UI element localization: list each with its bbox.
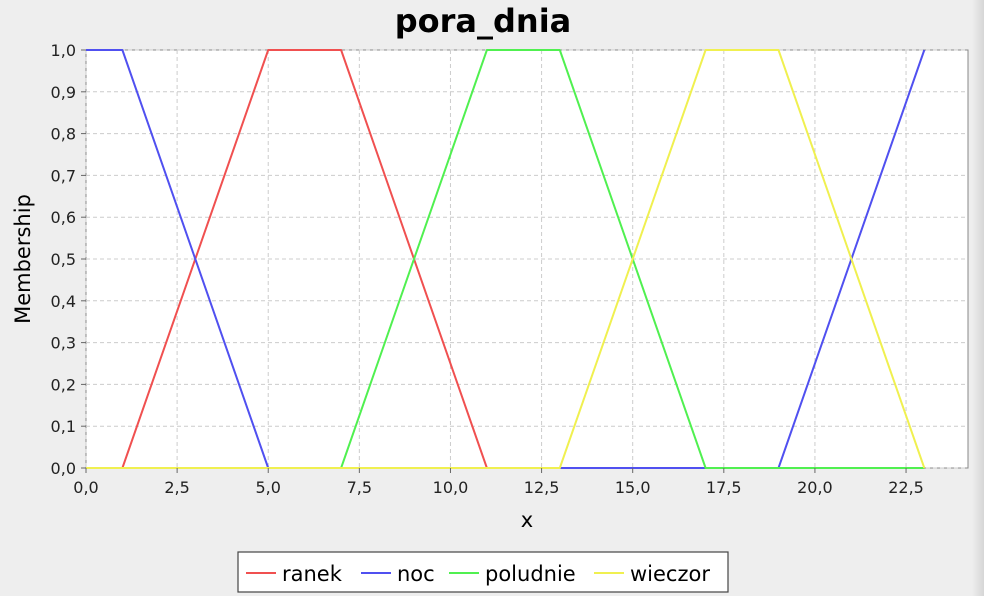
legend-label-ranek: ranek <box>282 562 343 586</box>
x-tick-label: 20,0 <box>797 478 833 497</box>
y-tick-label: 0,5 <box>51 250 76 269</box>
x-tick-label: 10,0 <box>433 478 469 497</box>
y-tick-label: 0,7 <box>51 166 76 185</box>
legend-box <box>237 551 729 593</box>
x-tick-label: 2,5 <box>164 478 189 497</box>
chart-title: pora_dnia <box>395 2 572 40</box>
x-tick-label: 15,0 <box>615 478 651 497</box>
y-tick-label: 0,6 <box>51 208 76 227</box>
y-tick-label: 0,8 <box>51 125 76 144</box>
x-tick-label: 7,5 <box>347 478 372 497</box>
y-tick-label: 0,0 <box>51 459 76 478</box>
y-tick-label: 0,4 <box>51 292 76 311</box>
x-tick-label: 12,5 <box>524 478 560 497</box>
y-tick-label: 0,9 <box>51 83 76 102</box>
legend-label-wieczor: wieczor <box>630 562 710 586</box>
legend: ranek noc poludnie wieczor <box>237 551 729 593</box>
legend-label-noc: noc <box>397 562 435 586</box>
y-tick-label: 0,3 <box>51 334 76 353</box>
x-axis-label: x <box>521 508 533 532</box>
x-tick-label: 0,0 <box>73 478 98 497</box>
y-tick-label: 0,1 <box>51 417 76 436</box>
y-tick-label: 0,2 <box>51 375 76 394</box>
x-axis: 0,0 2,5 5,0 7,5 10,0 12,5 15,0 17,5 20,0 22,5 <box>73 468 924 497</box>
series-line-wieczor <box>86 49 926 469</box>
x-tick-label: 17,5 <box>706 478 742 497</box>
window-edge <box>972 0 984 596</box>
series-layer <box>86 49 926 469</box>
y-axis: 0,0 0,1 0,2 0,3 0,4 0,5 0,6 0,7 0,8 0,9 1,0 <box>51 41 86 478</box>
x-tick-label: 22,5 <box>888 478 924 497</box>
y-axis-label: Membership <box>11 194 35 324</box>
legend-label-poludnie: poludnie <box>485 562 576 586</box>
y-tick-label: 1,0 <box>51 41 76 60</box>
x-tick-label: 5,0 <box>256 478 281 497</box>
